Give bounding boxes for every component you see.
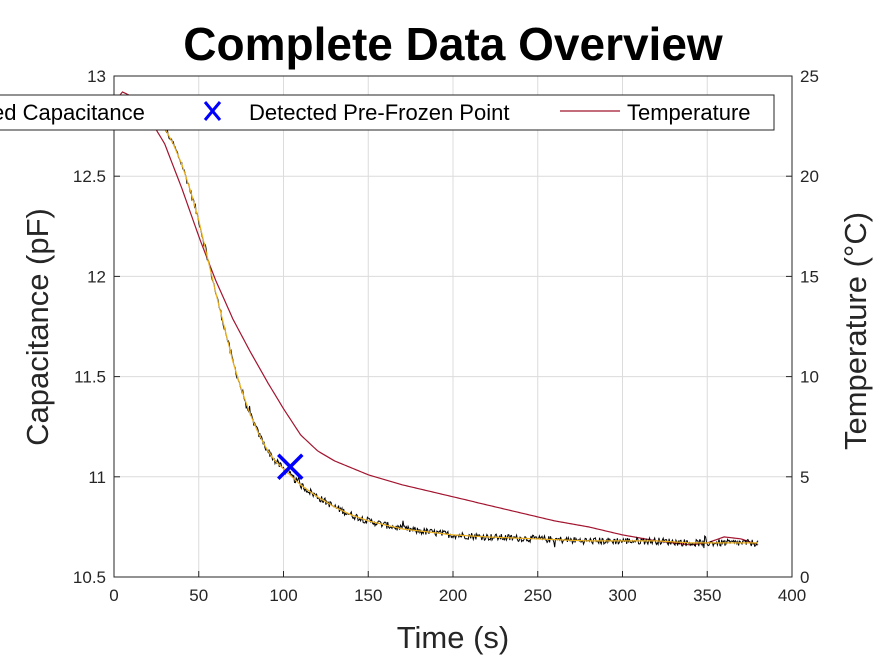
temperature-line (113, 91, 759, 546)
grid-lines (113, 75, 793, 578)
y-right-tick-label: 5 (800, 468, 809, 487)
y-right-tick-label: 15 (800, 267, 819, 286)
y-axis-label-left: Capacitance (pF) (20, 208, 55, 446)
y-left-tick-label: 11.5 (74, 368, 106, 387)
y-left-tick-label: 10.5 (73, 568, 106, 587)
x-tick-label: 50 (189, 586, 208, 605)
y-right-tick-label: 20 (800, 167, 819, 186)
legend: ed Capacitance Detected Pre-Frozen Point… (0, 94, 775, 131)
x-tick-label: 100 (269, 586, 297, 605)
legend-entry-capacitance: ed Capacitance (0, 100, 145, 125)
y-left-tick-label: 12 (87, 267, 106, 286)
y-axis-label-right: Temperature (°C) (838, 212, 873, 450)
legend-entry-temperature: Temperature (627, 100, 751, 125)
x-tick-label: 0 (109, 586, 118, 605)
axis-ticks: 0 50 100 150 200 250 300 350 40010.51111.51212.5… (73, 67, 819, 605)
x-tick-label: 350 (693, 586, 721, 605)
x-tick-label: 400 (778, 586, 806, 605)
chart-title: Complete Data Overview (183, 18, 723, 70)
pre-frozen-point-marker (277, 453, 304, 481)
x-tick-label: 200 (439, 586, 467, 605)
legend-box (0, 94, 775, 131)
x-axis-label: Time (s) (397, 620, 510, 655)
legend-entry-pre-frozen: Detected Pre-Frozen Point (249, 100, 509, 125)
series-layer (113, 91, 759, 549)
x-tick-label: 250 (524, 586, 552, 605)
y-left-tick-label: 11 (88, 468, 106, 487)
smoothed-capacitance-line (155, 115, 759, 544)
pre-frozen-marker-layer (277, 453, 304, 481)
y-right-tick-label: 10 (800, 368, 819, 387)
raw-capacitance-line (155, 111, 759, 549)
y-right-tick-label: 0 (800, 568, 809, 587)
marker-stroke (277, 453, 304, 481)
x-tick-label: 300 (608, 586, 636, 605)
x-tick-label: 150 (354, 586, 382, 605)
y-left-tick-label: 13 (87, 67, 106, 86)
y-left-tick-label: 12.5 (73, 167, 106, 186)
legend-marker-x (203, 101, 222, 121)
y-right-tick-label: 25 (800, 67, 819, 86)
